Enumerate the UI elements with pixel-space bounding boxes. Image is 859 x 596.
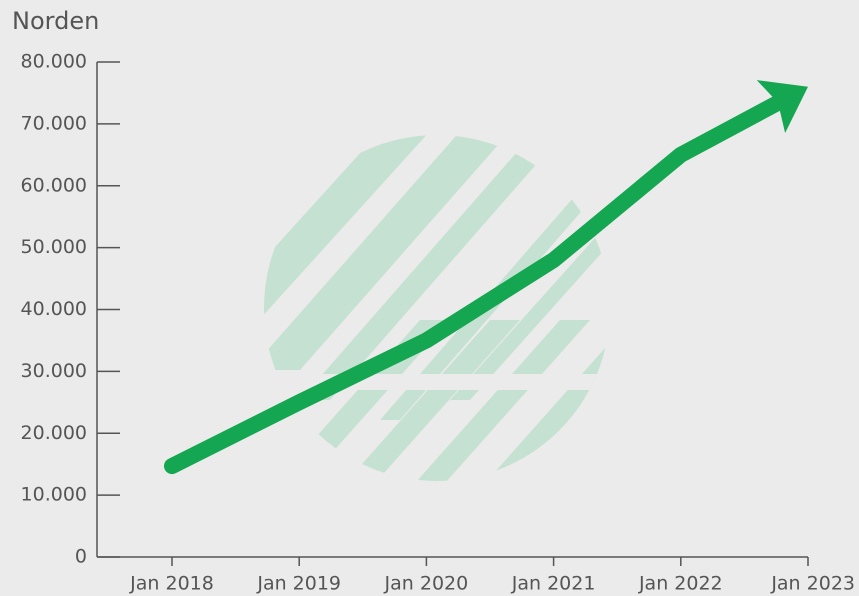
x-tick-label: Jan 2023 xyxy=(770,573,855,595)
y-tick-label: 10.000 xyxy=(21,484,87,506)
y-tick-label: 40.000 xyxy=(21,298,87,320)
chart-title: Norden xyxy=(12,7,99,35)
x-tick-label: Jan 2018 xyxy=(129,573,214,595)
y-tick-label: 80.000 xyxy=(21,51,87,73)
arrow-head xyxy=(756,80,808,134)
y-tick-label: 20.000 xyxy=(21,422,87,444)
y-tick-label: 60.000 xyxy=(21,174,87,196)
x-tick-label: Jan 2021 xyxy=(511,573,596,595)
line xyxy=(164,92,791,475)
y-tick-label: 0 xyxy=(75,546,87,568)
y-tick-label: 70.000 xyxy=(21,112,87,134)
x-tick-label: Jan 2020 xyxy=(384,573,469,595)
x-tick-label: Jan 2019 xyxy=(256,573,341,595)
swan-logo xyxy=(264,135,610,481)
y-tick-label: 50.000 xyxy=(21,236,87,258)
x-tick-label: Jan 2022 xyxy=(638,573,723,595)
y-tick-label: 30.000 xyxy=(21,360,87,382)
